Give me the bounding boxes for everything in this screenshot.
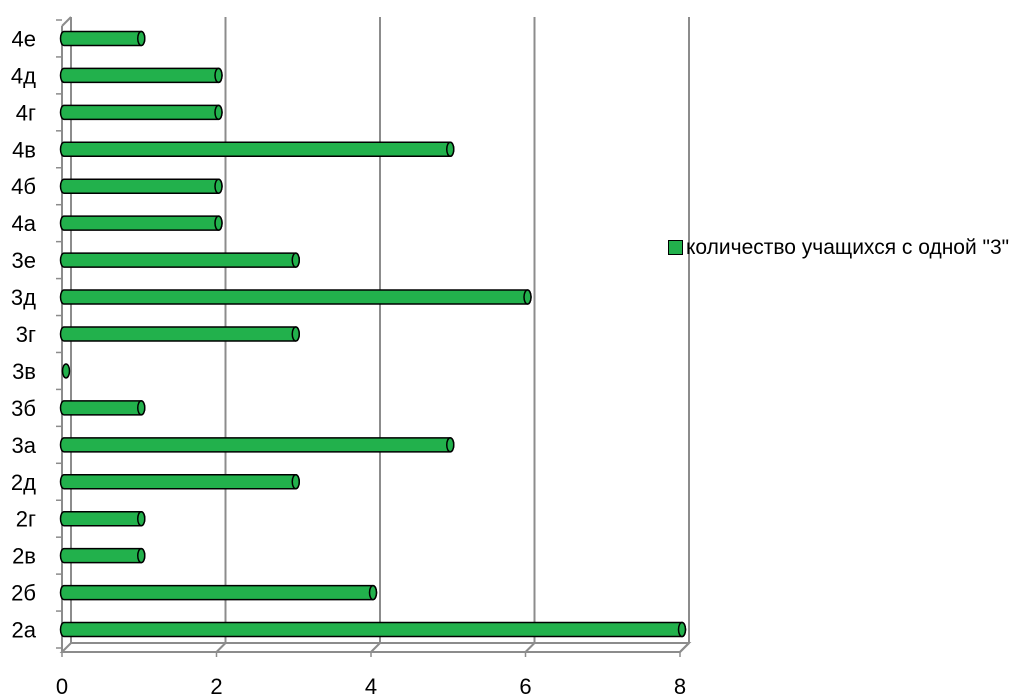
- legend: количество учащихся с одной "3": [668, 234, 1028, 262]
- bar: [59, 67, 223, 84]
- y-axis-tick-label: 2в: [12, 544, 36, 569]
- y-axis-tick-label: 3е: [12, 248, 36, 273]
- bar-body: [59, 437, 455, 453]
- y-axis-tick-label: 4е: [12, 26, 36, 51]
- bar-body: [59, 326, 300, 342]
- x-axis-tick-label: 4: [365, 674, 377, 697]
- bar: [59, 141, 455, 158]
- bar-body: [59, 474, 300, 490]
- bar: [59, 289, 532, 305]
- bar-end-cap: [214, 178, 223, 194]
- x-axis-tick-labels: 0 2 4 6 8: [56, 674, 686, 697]
- y-axis-tick-label: 4в: [12, 137, 36, 162]
- y-axis-tick-label: 3д: [11, 285, 36, 310]
- bar: [59, 474, 300, 490]
- bar: [59, 547, 146, 564]
- bar: [59, 215, 223, 231]
- gridline-floor-edge: [215, 642, 227, 653]
- legend-swatch: [668, 240, 683, 255]
- bar-end-cap: [446, 141, 455, 158]
- bar: [59, 510, 146, 527]
- bar-end-cap: [214, 215, 223, 231]
- gridline-floor-edge: [524, 642, 536, 653]
- bar: [59, 621, 687, 638]
- bar: [59, 178, 223, 194]
- bar-end-cap: [446, 437, 455, 453]
- bar-body: [59, 289, 532, 305]
- bar: [59, 104, 223, 121]
- bar-body: [59, 252, 300, 268]
- axes: [56, 19, 681, 657]
- y-axis-tick-label: 4б: [11, 174, 36, 199]
- left-wall-top-edge: [61, 16, 72, 27]
- bar-end-cap: [368, 584, 378, 601]
- y-axis-tick-label: 3а: [12, 433, 37, 458]
- bar-end-cap: [291, 252, 300, 268]
- bar: [59, 584, 378, 601]
- bar-end-cap: [137, 30, 146, 47]
- x-axis-tick-label: 2: [210, 674, 222, 697]
- bar-end-cap: [137, 400, 146, 416]
- bars: [59, 30, 687, 638]
- bar-body: [59, 510, 146, 527]
- bar-body: [59, 215, 223, 231]
- bar: [59, 437, 455, 453]
- y-axis-tick-label: 2д: [11, 470, 36, 495]
- bar-body: [59, 178, 223, 194]
- y-axis-tick-label: 4а: [12, 211, 37, 236]
- legend-series-name: количество учащихся с одной "3": [686, 236, 1010, 259]
- y-axis-tick-label: 3б: [11, 396, 36, 421]
- bar-end-cap: [137, 510, 146, 527]
- x-axis-tick-label: 0: [56, 674, 68, 697]
- y-axis-tick-label: 2г: [16, 507, 36, 532]
- bar: [59, 252, 300, 268]
- bar-body: [59, 621, 687, 638]
- gridline-floor-edge: [679, 642, 690, 653]
- y-axis-tick-label: 4д: [11, 63, 36, 88]
- bar-end-cap: [677, 621, 687, 638]
- bar-body: [59, 584, 378, 601]
- bar-end-cap: [214, 67, 223, 84]
- y-axis-tick-label: 2а: [12, 618, 37, 643]
- y-axis-tick-labels: 2а 2б 2в 2г 2д 3а 3б 3в 3г 3д 3е 4а 4б 4в 4г 4д 4е: [11, 26, 37, 642]
- bar-body: [59, 104, 223, 121]
- bar: [59, 326, 300, 342]
- gridline-floor-edge: [370, 642, 381, 653]
- bar-end-cap: [291, 326, 300, 342]
- bar-end-cap: [214, 104, 223, 121]
- bar-end-cap: [291, 474, 300, 490]
- bar-end-cap: [61, 363, 71, 379]
- bar-body: [59, 400, 146, 416]
- x-axis-tick-label: 6: [519, 674, 531, 697]
- bar: [59, 400, 146, 416]
- y-axis-tick-label: 2б: [11, 581, 36, 606]
- y-axis-tick-label: 3г: [16, 322, 36, 347]
- bar-body: [59, 547, 146, 564]
- bar: [59, 30, 146, 47]
- y-axis-tick-label: 4г: [16, 100, 36, 125]
- bar-body: [59, 141, 455, 158]
- bar-end-cap: [523, 289, 532, 305]
- bar-end-cap: [137, 547, 146, 564]
- y-axis-tick-label: 3в: [12, 359, 36, 384]
- x-axis-tick-label: 8: [674, 674, 686, 697]
- bar: [61, 363, 71, 379]
- bar-body: [59, 67, 223, 84]
- bar-body: [59, 30, 146, 47]
